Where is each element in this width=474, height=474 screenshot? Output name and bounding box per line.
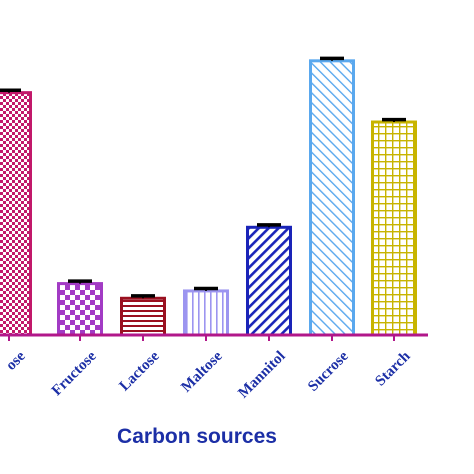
x-tick-label-mannitol: Mannitol [235,348,288,401]
x-tick-label-glucose: ose [3,348,29,374]
bar-starch [371,120,417,337]
x-tick-label-lactose: Lactose [117,348,163,394]
bar-fructose [57,282,103,337]
x-tick-labels: ose Fructose Lactose Maltose Mannitol Sucrose… [3,348,414,402]
x-tick-marks [8,335,395,341]
bar-sucrose [309,59,355,337]
bar-glucose [0,91,32,337]
x-tick-label-sucrose: Sucrose [305,348,352,395]
bar-mannitol [246,225,292,337]
bar-maltose [183,289,229,337]
x-tick-label-fructose: Fructose [49,348,100,399]
x-tick-label-starch: Starch [372,348,414,390]
bars-layer [0,59,417,337]
x-axis-title: Carbon sources [117,425,277,448]
error-bars-layer [0,56,406,299]
x-tick-label-maltose: Maltose [178,348,225,395]
bar-lactose [120,296,166,337]
